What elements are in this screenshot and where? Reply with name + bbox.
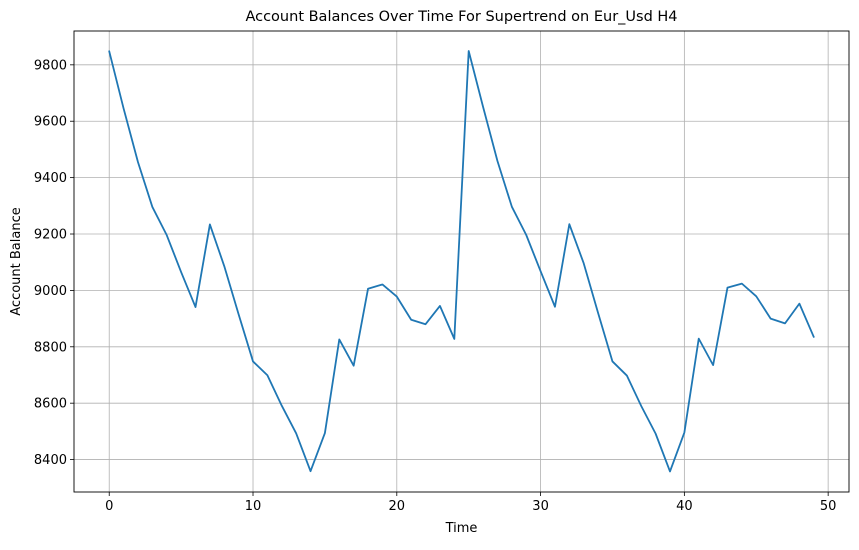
y-tick-label: 9600 xyxy=(34,115,67,130)
y-tick-label: 9800 xyxy=(34,58,67,73)
x-tick-label: 20 xyxy=(389,499,406,514)
y-tick-label: 9400 xyxy=(34,171,67,186)
y-tick-label: 8400 xyxy=(34,453,67,468)
y-tick-label: 8800 xyxy=(34,340,67,355)
chart-title: Account Balances Over Time For Supertren… xyxy=(245,9,677,25)
x-tick-label: 30 xyxy=(532,499,549,514)
x-tick-label: 40 xyxy=(676,499,693,514)
y-tick-label: 9000 xyxy=(34,284,67,299)
x-axis-label: Time xyxy=(445,521,478,536)
x-tick-label: 50 xyxy=(820,499,837,514)
x-tick-label: 0 xyxy=(105,499,113,514)
y-tick-label: 9200 xyxy=(34,228,67,243)
x-tick-label: 10 xyxy=(245,499,262,514)
y-tick-label: 8600 xyxy=(34,397,67,412)
y-axis-label: Account Balance xyxy=(9,207,24,315)
